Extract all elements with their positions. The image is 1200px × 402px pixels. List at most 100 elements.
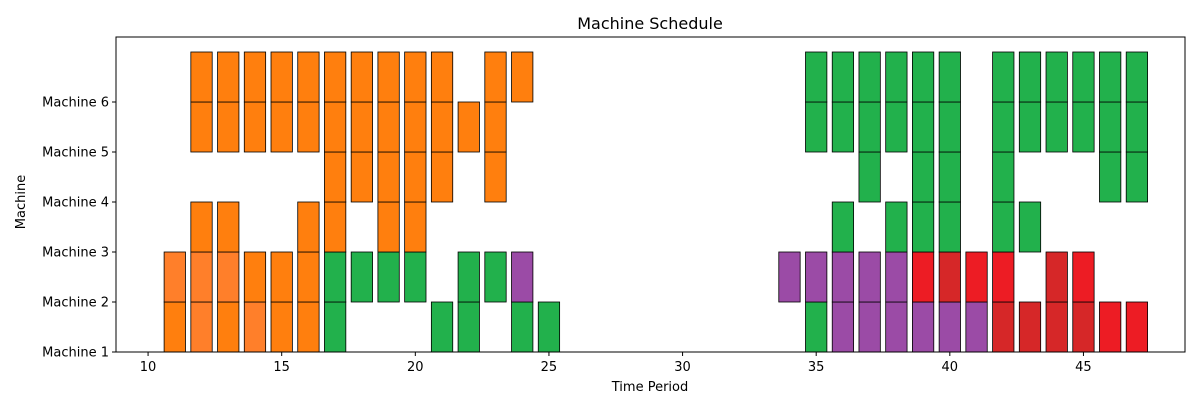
schedule-bar bbox=[243, 301, 267, 353]
schedule-bar bbox=[885, 251, 908, 303]
schedule-bar bbox=[484, 101, 507, 153]
schedule-bar bbox=[484, 151, 507, 203]
bars-layer bbox=[163, 51, 1148, 353]
schedule-bar bbox=[885, 301, 908, 353]
schedule-bar bbox=[1072, 51, 1095, 103]
schedule-bar bbox=[297, 301, 320, 353]
schedule-bar bbox=[831, 101, 855, 153]
x-tick-label: 45 bbox=[1075, 360, 1092, 375]
schedule-bar bbox=[938, 251, 961, 303]
plot-area-frame bbox=[115, 36, 1186, 353]
schedule-bar bbox=[912, 51, 935, 103]
schedule-bar bbox=[912, 201, 935, 253]
schedule-bar bbox=[805, 301, 828, 353]
schedule-bar bbox=[297, 101, 320, 153]
schedule-bar bbox=[1045, 301, 1068, 353]
schedule-bar bbox=[430, 101, 454, 153]
schedule-bar bbox=[858, 101, 881, 153]
schedule-bar bbox=[163, 301, 186, 353]
schedule-bar bbox=[1018, 51, 1042, 103]
schedule-bar bbox=[1072, 101, 1095, 153]
schedule-bar bbox=[511, 301, 534, 353]
schedule-bar bbox=[404, 201, 427, 253]
schedule-bar bbox=[805, 51, 828, 103]
schedule-bar bbox=[912, 101, 935, 153]
y-tick-label: Machine 4 bbox=[42, 196, 109, 211]
schedule-bar bbox=[511, 251, 534, 303]
schedule-bar bbox=[1045, 101, 1068, 153]
schedule-bar bbox=[858, 251, 881, 303]
schedule-bar bbox=[297, 51, 320, 103]
schedule-bar bbox=[297, 201, 320, 253]
schedule-bar bbox=[1125, 101, 1148, 153]
x-axis-label: Time Period bbox=[611, 380, 688, 395]
schedule-bar bbox=[324, 51, 347, 103]
schedule-bar bbox=[377, 101, 400, 153]
schedule-bar bbox=[377, 201, 400, 253]
schedule-bar bbox=[324, 251, 347, 303]
x-tick-label: 35 bbox=[808, 360, 825, 375]
schedule-bar bbox=[912, 301, 935, 353]
schedule-bar bbox=[377, 151, 400, 203]
schedule-bar bbox=[938, 301, 961, 353]
schedule-bar bbox=[190, 251, 213, 303]
schedule-bar bbox=[1099, 51, 1122, 103]
schedule-bar bbox=[1125, 51, 1148, 103]
schedule-bar bbox=[992, 301, 1015, 353]
schedule-bar bbox=[457, 301, 480, 353]
schedule-bar bbox=[965, 251, 988, 303]
schedule-bar bbox=[938, 101, 961, 153]
schedule-bar bbox=[350, 251, 373, 303]
schedule-bar bbox=[217, 201, 240, 253]
schedule-bar bbox=[377, 251, 400, 303]
schedule-bar bbox=[992, 101, 1015, 153]
schedule-bar bbox=[831, 301, 855, 353]
schedule-bar bbox=[805, 251, 828, 303]
schedule-bar bbox=[858, 51, 881, 103]
schedule-bar bbox=[912, 151, 935, 203]
schedule-bar bbox=[324, 151, 347, 203]
schedule-bar bbox=[404, 151, 427, 203]
schedule-bar bbox=[858, 301, 881, 353]
schedule-bar bbox=[404, 251, 427, 303]
x-tick-label: 40 bbox=[942, 360, 959, 375]
schedule-bar bbox=[1018, 301, 1042, 353]
schedule-bar bbox=[377, 51, 400, 103]
schedule-bar bbox=[1099, 101, 1122, 153]
schedule-bar bbox=[885, 101, 908, 153]
schedule-bar bbox=[430, 301, 454, 353]
schedule-bar bbox=[831, 251, 855, 303]
y-tick-label: Machine 1 bbox=[42, 346, 109, 361]
schedule-bar bbox=[324, 301, 347, 353]
schedule-bar bbox=[858, 151, 881, 203]
schedule-bar bbox=[350, 151, 373, 203]
y-tick-label: Machine 5 bbox=[42, 146, 109, 161]
schedule-bar bbox=[243, 251, 267, 303]
x-tick-label: 15 bbox=[273, 360, 290, 375]
schedule-bar bbox=[831, 51, 855, 103]
schedule-bar bbox=[457, 101, 480, 153]
y-tick-label: Machine 3 bbox=[42, 246, 109, 261]
schedule-bar bbox=[938, 201, 961, 253]
schedule-bar bbox=[537, 301, 561, 353]
schedule-bar bbox=[270, 51, 293, 103]
schedule-bar bbox=[912, 251, 935, 303]
schedule-bar bbox=[1099, 301, 1122, 353]
schedule-bar bbox=[217, 301, 240, 353]
schedule-bar bbox=[243, 101, 267, 153]
schedule-bar bbox=[885, 51, 908, 103]
schedule-bar bbox=[217, 251, 240, 303]
schedule-bar bbox=[190, 201, 213, 253]
schedule-bar bbox=[1072, 251, 1095, 303]
schedule-bar bbox=[992, 201, 1015, 253]
schedule-bar bbox=[217, 101, 240, 153]
schedule-bar bbox=[484, 251, 507, 303]
y-tick-label: Machine 6 bbox=[42, 96, 109, 111]
schedule-bar bbox=[430, 51, 454, 103]
x-axis-ticks: 10 15 20 25 30 35 40 45 bbox=[140, 352, 1092, 375]
x-tick-label: 20 bbox=[407, 360, 424, 375]
y-axis-label: Machine bbox=[14, 175, 29, 229]
schedule-bar bbox=[190, 101, 213, 153]
schedule-bar bbox=[992, 51, 1015, 103]
